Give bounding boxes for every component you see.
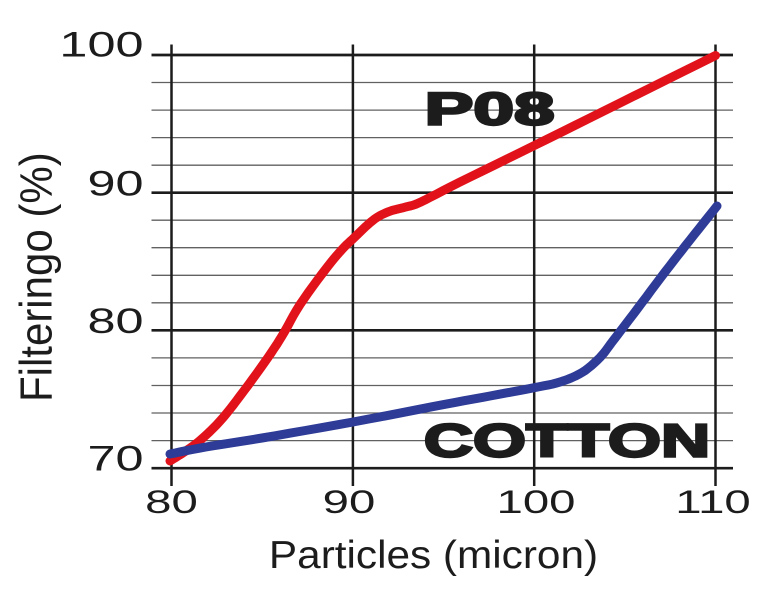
svg-text:P08: P08 [425,84,555,134]
svg-text:80: 80 [145,484,198,520]
svg-text:100: 100 [59,26,143,65]
svg-text:70: 70 [87,440,143,479]
svg-text:90: 90 [323,484,376,520]
svg-text:Particles (micron): Particles (micron) [269,533,598,577]
svg-text:100: 100 [496,484,575,520]
svg-text:110: 110 [675,484,750,520]
svg-text:80: 80 [87,302,143,341]
svg-text:COTTON: COTTON [424,415,710,467]
svg-text:90: 90 [87,165,143,204]
svg-text:Filteringo (%): Filteringo (%) [11,152,62,402]
